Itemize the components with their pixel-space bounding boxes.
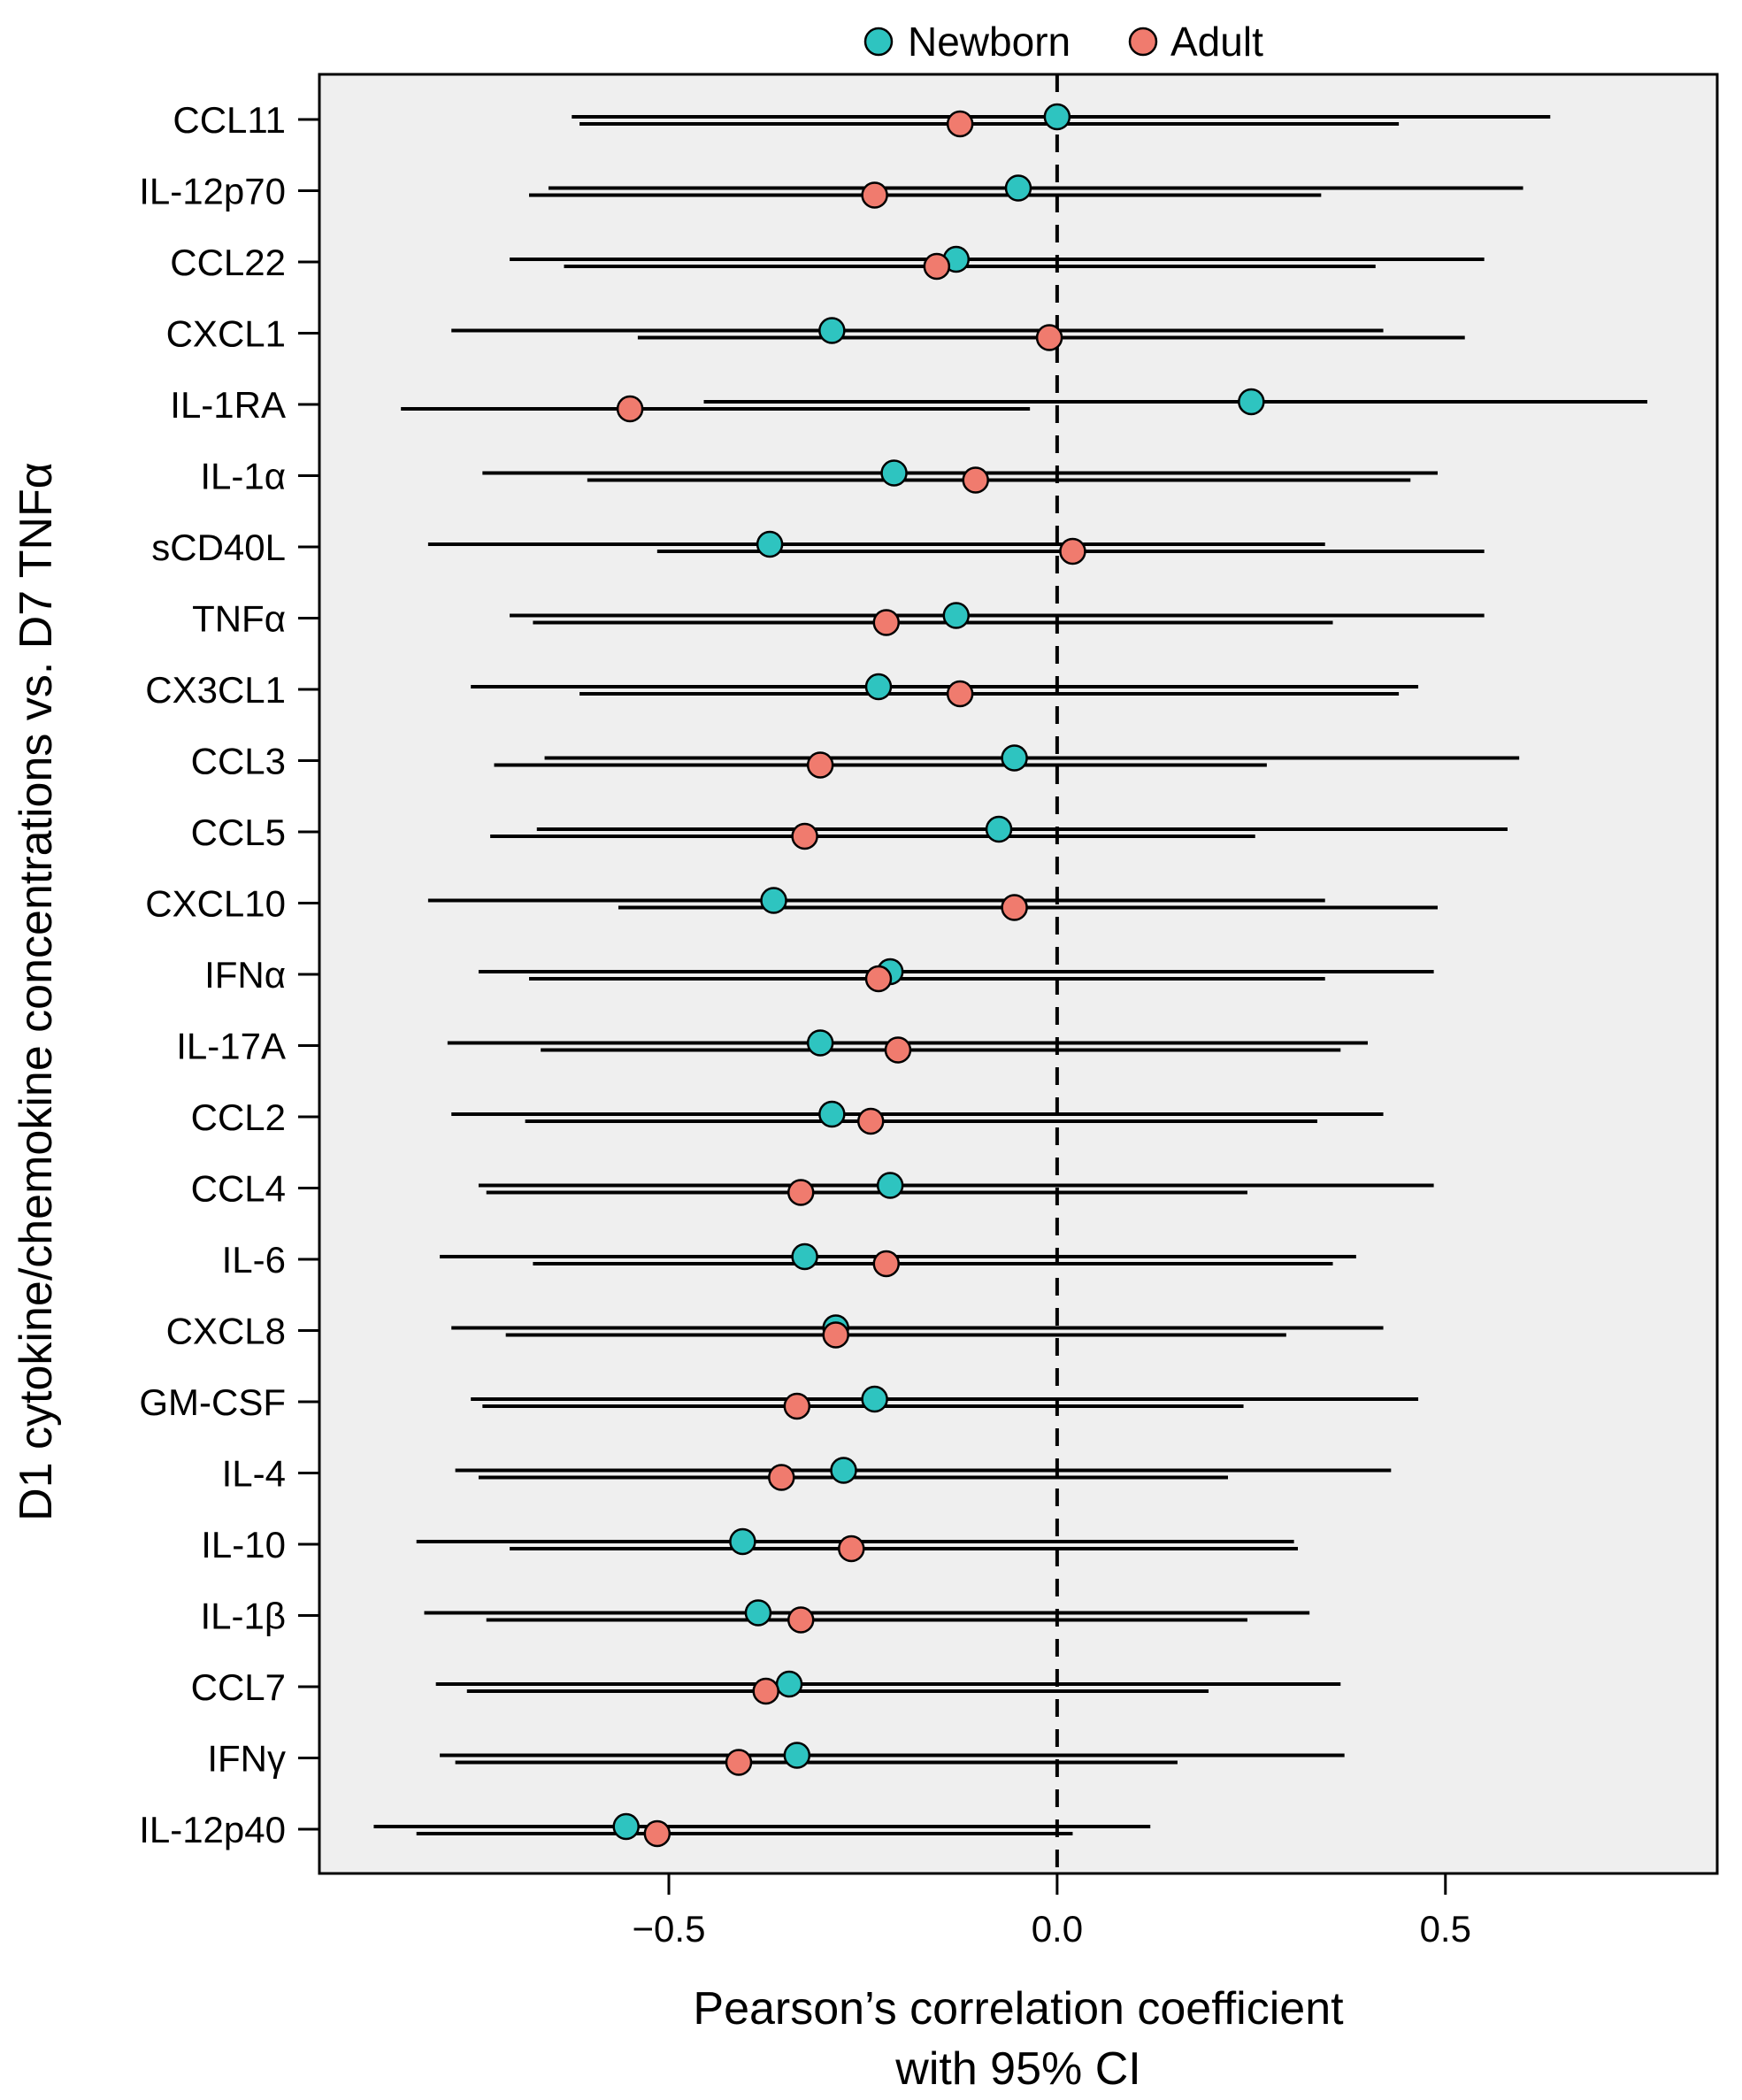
y-tick-label: CX3CL1 (145, 669, 286, 711)
point-newborn (729, 1527, 756, 1556)
y-tick-label: IFNγ (207, 1738, 286, 1780)
y-tick-label: IL-6 (222, 1239, 286, 1281)
point-newborn (818, 317, 846, 344)
y-tick-label: IL-1RA (170, 384, 286, 426)
y-tick-label: IL-4 (222, 1453, 286, 1495)
y-tick-label: CCL2 (191, 1096, 286, 1138)
point-adult (768, 1464, 795, 1491)
point-newborn (880, 459, 908, 487)
y-tick-label: IL-1α (200, 456, 286, 497)
y-tick-label: CXCL10 (145, 883, 286, 925)
x-axis-title-line-2: with 95% CI (894, 2043, 1140, 2095)
y-tick-label: CCL7 (191, 1666, 286, 1708)
point-adult (791, 822, 818, 850)
point-adult (923, 252, 951, 281)
point-newborn (864, 673, 893, 701)
point-adult (783, 1392, 811, 1420)
point-newborn (791, 1242, 818, 1271)
point-adult (838, 1535, 865, 1563)
x-tick-label: −0.5 (633, 1908, 706, 1950)
point-newborn (1238, 388, 1265, 416)
point-newborn (775, 1670, 803, 1698)
point-adult (946, 680, 974, 708)
point-newborn (1043, 103, 1071, 131)
point-adult (806, 751, 834, 779)
point-newborn (942, 602, 971, 629)
point-adult (861, 181, 888, 209)
y-tick-label: IFNα (204, 954, 286, 996)
point-adult (872, 609, 901, 636)
x-tick-label: 0.5 (1420, 1908, 1471, 1950)
y-tick-label: CXCL8 (166, 1311, 286, 1352)
point-newborn (876, 1172, 904, 1199)
legend-marker-adult (1128, 27, 1158, 57)
point-newborn (744, 1599, 772, 1627)
point-newborn (1001, 744, 1028, 772)
point-newborn (1004, 174, 1032, 202)
y-tick-label: sCD40L (151, 527, 286, 568)
legend-marker-newborn (863, 27, 894, 57)
point-adult (962, 466, 989, 494)
y-tick-label: IL-17A (176, 1026, 286, 1067)
point-adult (616, 395, 644, 423)
point-adult (856, 1107, 885, 1135)
plot-panel (318, 73, 1719, 1875)
y-tick-label: CCL4 (191, 1168, 286, 1210)
point-adult (752, 1677, 779, 1705)
point-adult (822, 1321, 849, 1349)
y-tick-label: CCL3 (191, 741, 286, 782)
point-newborn (612, 1812, 640, 1841)
point-adult (884, 1036, 912, 1064)
point-newborn (861, 1385, 888, 1413)
y-tick-label: CCL5 (191, 812, 286, 853)
y-tick-label: IL-1β (200, 1596, 286, 1637)
legend-label-newborn: Newborn (908, 19, 1071, 65)
y-axis-title: D1 cytokine/chemokine concentrations vs.… (11, 462, 62, 1521)
y-tick-label: CCL22 (170, 242, 286, 283)
point-newborn (760, 887, 787, 914)
point-adult (787, 1179, 815, 1206)
y-tick-label: IL-10 (201, 1524, 286, 1565)
point-adult (643, 1819, 671, 1848)
point-newborn (783, 1742, 811, 1769)
y-tick-label: TNFα (192, 598, 286, 640)
y-tick-label: IL-12p40 (139, 1809, 286, 1850)
point-newborn (985, 815, 1013, 843)
point-newborn (830, 1457, 857, 1484)
point-newborn (756, 530, 784, 558)
point-adult (1035, 324, 1063, 351)
point-newborn (818, 1100, 846, 1128)
point-adult (872, 1250, 901, 1278)
y-tick-label: GM-CSF (139, 1381, 286, 1423)
point-newborn (806, 1029, 834, 1057)
x-tick-label: 0.0 (1032, 1908, 1083, 1950)
point-adult (1059, 537, 1086, 565)
y-tick-label: IL-12p70 (139, 171, 286, 212)
point-adult (864, 965, 893, 993)
point-adult (787, 1606, 815, 1634)
point-adult (725, 1749, 753, 1776)
y-tick-label: CXCL1 (166, 313, 286, 355)
y-tick-label: CCL11 (173, 99, 286, 141)
x-axis-title-line-1: Pearson’s correlation coefficient (693, 1983, 1344, 2035)
point-adult (1001, 894, 1028, 921)
legend-label-adult: Adult (1170, 19, 1263, 65)
point-adult (946, 110, 974, 138)
